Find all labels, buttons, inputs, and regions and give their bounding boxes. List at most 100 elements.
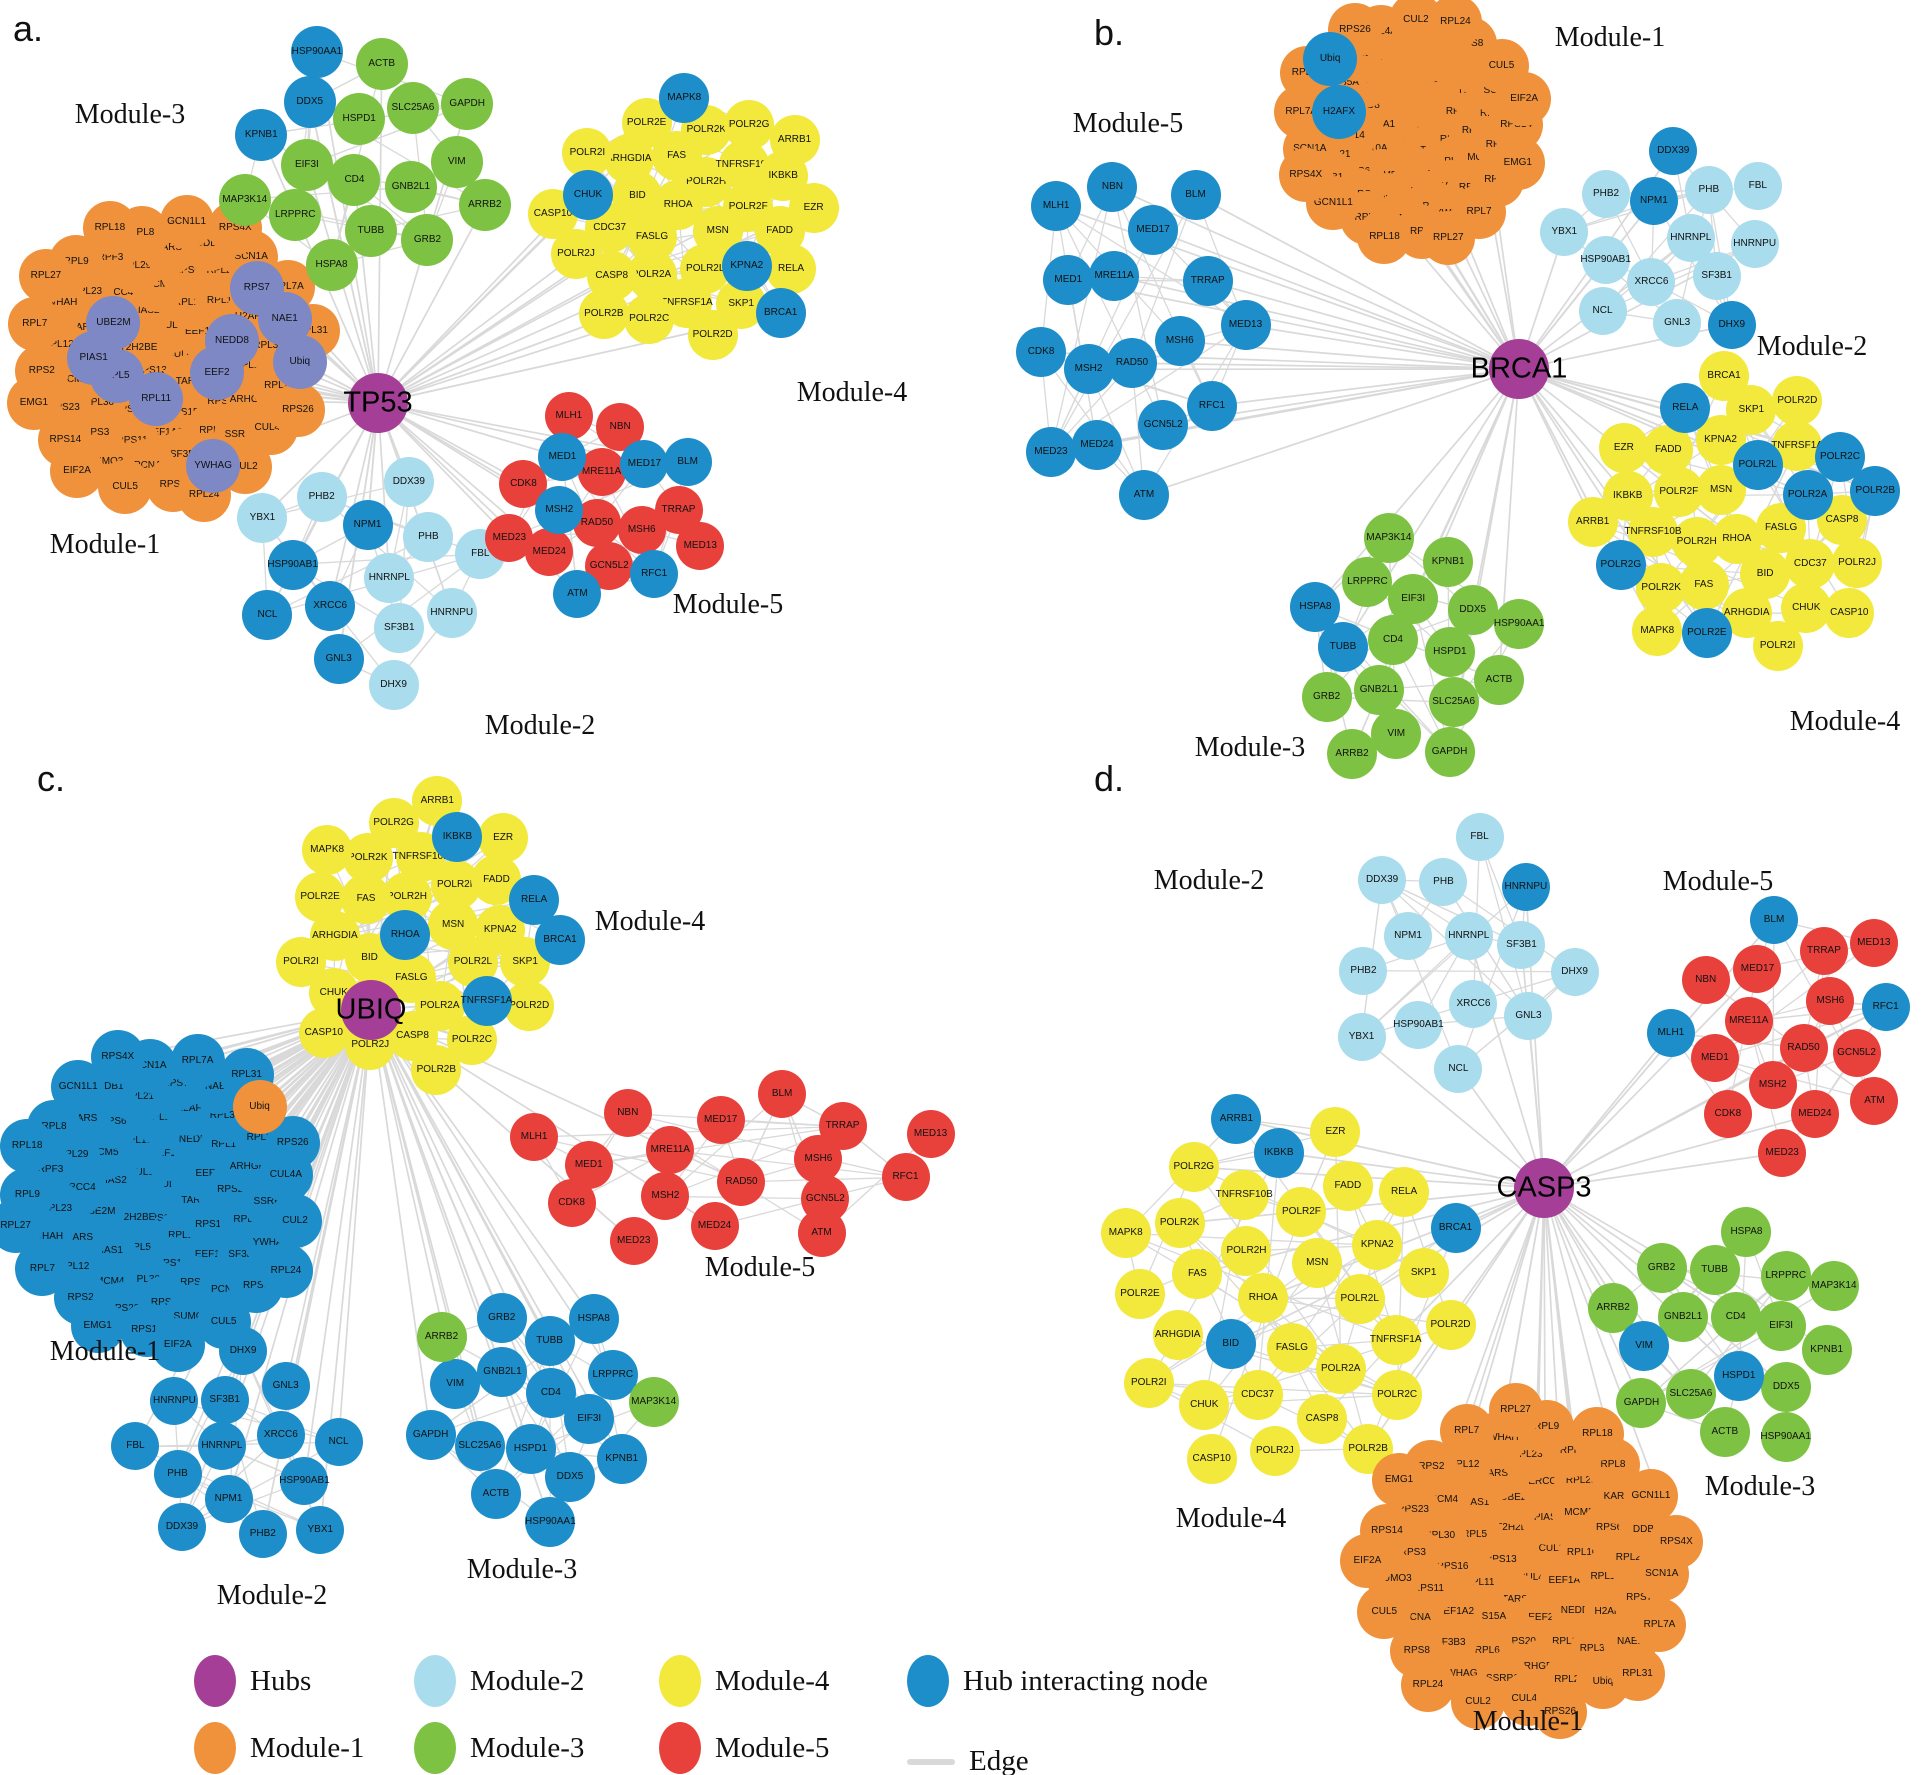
node-HSPA8[interactable]: HSPA8	[305, 239, 358, 292]
node-FADD[interactable]: FADD	[1322, 1160, 1373, 1211]
node-GAPDH[interactable]: GAPDH	[405, 1410, 456, 1461]
node-CHUK[interactable]: CHUK	[1179, 1379, 1230, 1430]
node-MRE11A[interactable]: MRE11A	[646, 1126, 695, 1175]
node-EIF3I[interactable]: EIF3I	[1388, 574, 1439, 625]
node-EMG1[interactable]: EMG1	[1372, 1453, 1427, 1508]
node-LRPPRC[interactable]: LRPPRC	[269, 189, 322, 242]
node-ARRB2[interactable]: ARRB2	[458, 178, 511, 231]
node-FADD[interactable]: FADD	[471, 854, 522, 905]
node-HSPD1[interactable]: HSPD1	[1713, 1351, 1764, 1402]
node-MAP3K14[interactable]: MAP3K14	[628, 1377, 679, 1428]
node-YWHAG[interactable]: YWHAG	[186, 438, 241, 493]
node-ARRB1[interactable]: ARRB1	[769, 114, 820, 165]
node-POLR2I[interactable]: POLR2I	[1752, 620, 1803, 671]
node-RPL18[interactable]: RPL18	[1570, 1407, 1625, 1462]
node-CHUK[interactable]: CHUK	[563, 170, 614, 221]
node-ARRB2[interactable]: ARRB2	[416, 1311, 467, 1362]
node-POLR2D[interactable]: POLR2D	[1772, 375, 1823, 426]
node-POLR2C[interactable]: POLR2C	[1372, 1369, 1423, 1420]
node-HNRNPU[interactable]: HNRNPU	[426, 587, 477, 638]
node-POLR2G[interactable]: POLR2G	[368, 798, 419, 848]
node-EIF3I[interactable]: EIF3I	[564, 1393, 615, 1444]
node-KPNB1[interactable]: KPNB1	[596, 1433, 647, 1484]
node-MED17[interactable]: MED17	[696, 1096, 745, 1145]
node-BID[interactable]: BID	[1205, 1319, 1256, 1370]
node-EZR[interactable]: EZR	[478, 813, 529, 864]
node-SLC25A6[interactable]: SLC25A6	[1665, 1368, 1716, 1419]
node-GCN5L2[interactable]: GCN5L2	[1138, 399, 1189, 450]
node-POLR2E[interactable]: POLR2E	[295, 871, 346, 922]
node-MED1[interactable]: MED1	[1690, 1034, 1739, 1083]
node-HSP90AA1[interactable]: HSP90AA1	[1760, 1411, 1811, 1462]
hub-node-ubiq[interactable]: UBIQ	[336, 980, 406, 1040]
node-EIF3I[interactable]: EIF3I	[1756, 1300, 1807, 1351]
node-KPNB1[interactable]: KPNB1	[1801, 1325, 1852, 1376]
node-GAPDH[interactable]: GAPDH	[1424, 726, 1475, 777]
node-CUL5[interactable]: CUL5	[98, 460, 153, 515]
node-MED1[interactable]: MED1	[1043, 254, 1094, 305]
node-DHX9[interactable]: DHX9	[368, 659, 419, 710]
node-MSH6[interactable]: MSH6	[1154, 316, 1205, 367]
node-FAS[interactable]: FAS	[1678, 559, 1729, 610]
node-NPM1[interactable]: NPM1	[342, 499, 393, 550]
node-RFC1[interactable]: RFC1	[630, 550, 679, 599]
node-MED23[interactable]: MED23	[485, 514, 534, 563]
node-POLR2J[interactable]: POLR2J	[1832, 538, 1883, 589]
node-MSH2[interactable]: MSH2	[1748, 1060, 1797, 1109]
node-BRCA1[interactable]: BRCA1	[1699, 351, 1750, 402]
node-GCN5L2[interactable]: GCN5L2	[1832, 1029, 1881, 1078]
node-MAPK8[interactable]: MAPK8	[302, 825, 353, 876]
node-KPNA2[interactable]: KPNA2	[721, 240, 772, 291]
node-HSPD1[interactable]: HSPD1	[1424, 627, 1475, 678]
node-TNFRSF1A[interactable]: TNFRSF1A	[1370, 1314, 1422, 1365]
node-GAPDH[interactable]: GAPDH	[1616, 1378, 1667, 1429]
node-NCL[interactable]: NCL	[1578, 287, 1627, 336]
node-MLH1[interactable]: MLH1	[1031, 180, 1082, 231]
node-FBL[interactable]: FBL	[1455, 813, 1504, 862]
node-HNRNPL[interactable]: HNRNPL	[1444, 911, 1493, 960]
node-XRCC6[interactable]: XRCC6	[305, 581, 356, 632]
node-EIF2A[interactable]: EIF2A	[1340, 1533, 1395, 1588]
node-VIM[interactable]: VIM	[430, 136, 483, 189]
node-EZR[interactable]: EZR	[1310, 1106, 1361, 1157]
node-POLR2G[interactable]: POLR2G	[724, 99, 775, 150]
node-YBX1[interactable]: YBX1	[1540, 208, 1589, 257]
node-NCL[interactable]: NCL	[1434, 1044, 1483, 1093]
node-GNB2L1[interactable]: GNB2L1	[477, 1347, 528, 1398]
node-POLR2A[interactable]: POLR2A	[1315, 1343, 1366, 1394]
node-DDX5[interactable]: DDX5	[1761, 1362, 1812, 1413]
node-HSPA8[interactable]: HSPA8	[1290, 582, 1341, 633]
node-H2AFX[interactable]: H2AFX	[1311, 84, 1366, 139]
node-RPL7[interactable]: RPL7	[7, 297, 62, 352]
node-GNL3[interactable]: GNL3	[1504, 991, 1553, 1040]
node-NAE1[interactable]: NAE1	[257, 292, 312, 346]
node-ATM[interactable]: ATM	[797, 1209, 846, 1258]
node-PHB2[interactable]: PHB2	[1339, 946, 1388, 995]
node-Ubiq[interactable]: Ubiq	[272, 334, 327, 389]
node-BLM[interactable]: BLM	[1750, 895, 1799, 944]
node-TRRAP[interactable]: TRRAP	[1799, 927, 1848, 976]
node-RPL24[interactable]: RPL24	[1428, 0, 1483, 50]
node-POLR2K[interactable]: POLR2K	[1154, 1198, 1205, 1249]
node-MAP3K14[interactable]: MAP3K14	[218, 173, 271, 226]
node-DDX39[interactable]: DDX39	[1649, 126, 1698, 175]
hub-node-casp3[interactable]: CASP3	[1496, 1158, 1592, 1218]
node-MAPK8[interactable]: MAPK8	[659, 72, 710, 123]
node-POLR2B[interactable]: POLR2B	[1850, 465, 1901, 516]
node-SLC25A6[interactable]: SLC25A6	[386, 81, 439, 134]
node-FASLG[interactable]: FASLG	[1266, 1322, 1317, 1373]
node-SLC25A6[interactable]: SLC25A6	[454, 1420, 505, 1471]
node-POLR2I[interactable]: POLR2I	[562, 127, 613, 178]
node-DHX9[interactable]: DHX9	[1707, 300, 1756, 349]
node-BLM[interactable]: BLM	[758, 1069, 807, 1118]
node-POLR2L[interactable]: POLR2L	[1732, 440, 1783, 490]
node-FBL[interactable]: FBL	[111, 1422, 160, 1471]
node-LRPPRC[interactable]: LRPPRC	[1760, 1251, 1811, 1302]
node-MED23[interactable]: MED23	[1025, 426, 1076, 477]
node-FBL[interactable]: FBL	[1733, 161, 1782, 210]
node-ARRB1[interactable]: ARRB1	[1567, 496, 1618, 547]
node-DHX9[interactable]: DHX9	[1550, 947, 1599, 996]
node-XRCC6[interactable]: XRCC6	[1449, 979, 1498, 1028]
node-RPS4X[interactable]: RPS4X	[1278, 147, 1333, 202]
node-SLC25A6[interactable]: SLC25A6	[1428, 677, 1479, 728]
